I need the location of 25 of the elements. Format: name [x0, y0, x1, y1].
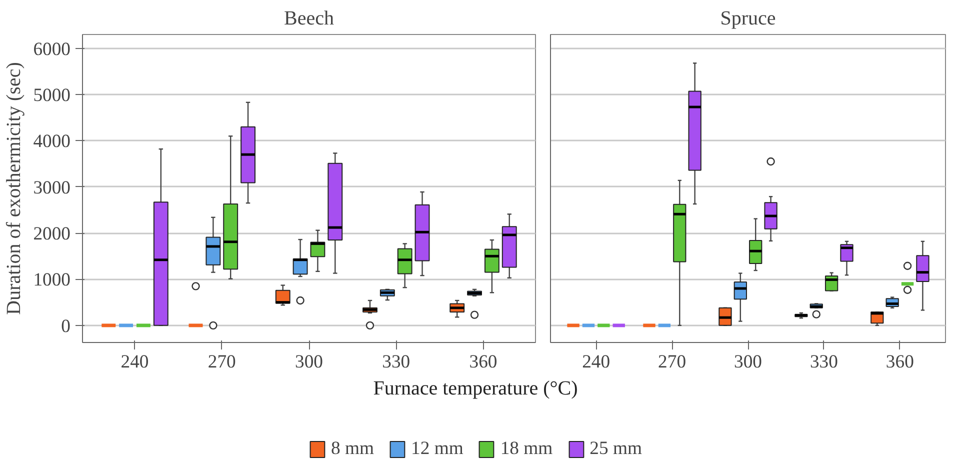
y-axis-title: Duration of exothermicity (sec) — [3, 62, 26, 315]
legend-label: 8 mm — [330, 438, 374, 460]
x-tick-label: 330 — [382, 352, 410, 372]
y-tick-label: 6000 — [33, 38, 70, 60]
x-tick-label: 270 — [658, 352, 686, 372]
legend-label: 18 mm — [500, 438, 553, 460]
x-tick-label: 330 — [810, 352, 838, 372]
x-tick-label: 240 — [582, 352, 610, 372]
y-tick-label: 5000 — [33, 85, 70, 106]
chart-title: Spruce — [720, 8, 776, 30]
y-tick-label: 2000 — [33, 224, 70, 245]
x-tick-label: 360 — [886, 352, 914, 372]
legend-label: 12 mm — [410, 438, 464, 460]
x-tick-label: 270 — [208, 352, 236, 372]
x-tick-label: 240 — [120, 352, 149, 372]
chart-title: Beech — [284, 8, 334, 30]
x-tick-label: 300 — [734, 352, 762, 372]
y-tick-label: 1000 — [33, 270, 70, 291]
x-tick-label: 300 — [295, 352, 323, 372]
x-axis-title: Furnace temperature (°C) — [373, 378, 578, 400]
legend-label: 25 mm — [590, 438, 642, 460]
y-tick-label: 0 — [61, 316, 70, 337]
x-tick-label: 360 — [469, 352, 498, 372]
y-tick-label: 3000 — [33, 177, 70, 198]
y-tick-label: 4000 — [33, 131, 70, 152]
